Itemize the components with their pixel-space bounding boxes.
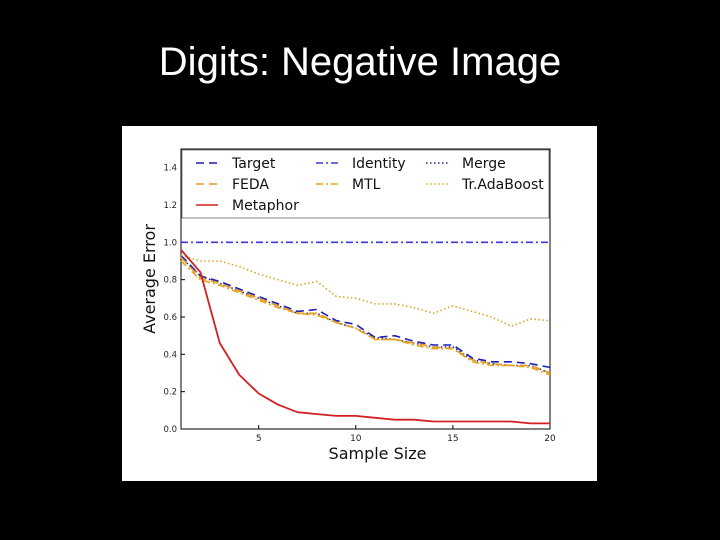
slide-title: Digits: Negative Image <box>158 40 562 84</box>
legend-label: Merge <box>462 156 506 172</box>
y-tick-label: 1.4 <box>163 164 177 174</box>
y-tick-label: 0.2 <box>163 388 177 398</box>
plot-frame <box>180 148 551 430</box>
x-tick-label: 10 <box>350 434 362 444</box>
legend-label: Metaphor <box>232 198 299 214</box>
line-chart: 0.0 0.2 0.4 0.6 0.8 1.0 1.2 1.4 5 10 15 20 Sample Si… <box>140 148 556 463</box>
legend-label: MTL <box>352 177 381 193</box>
legend-label: Target <box>231 156 276 172</box>
legend-box <box>181 149 550 219</box>
series-line-mtl <box>180 260 551 376</box>
y-tick-label: 0.4 <box>163 350 177 360</box>
x-tick-label: 15 <box>447 434 458 444</box>
legend-label: FEDA <box>232 177 269 193</box>
series-line-merge <box>180 256 551 374</box>
series-line-metaphor <box>180 249 550 425</box>
y-tick-label: 0.6 <box>163 313 177 323</box>
y-tick-label: 1.0 <box>163 238 177 248</box>
y-axis-label: Average Error <box>140 224 159 334</box>
y-tick-label: 0.8 <box>163 276 177 286</box>
y-tick-label: 1.2 <box>163 201 177 211</box>
x-axis-label: Sample Size <box>329 444 427 463</box>
legend-label: Tr.AdaBoost <box>461 177 544 193</box>
chart-card: 0.0 0.2 0.4 0.6 0.8 1.0 1.2 1.4 5 10 15 20 Sample Si… <box>122 126 597 481</box>
series-line-target <box>180 254 551 369</box>
series-line-feda <box>180 256 551 374</box>
x-tick-label: 5 <box>256 434 262 444</box>
x-tick-label: 20 <box>544 434 556 444</box>
legend-label: Identity <box>352 156 406 172</box>
y-tick-label: 0.0 <box>163 425 177 435</box>
